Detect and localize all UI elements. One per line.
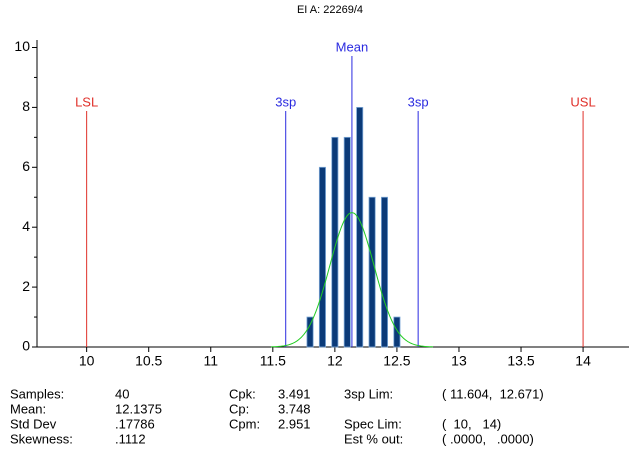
y-tick-label: 0 xyxy=(22,338,30,354)
stat-value: 2.951 xyxy=(278,416,311,431)
stat-value: 40 xyxy=(115,386,129,401)
stat-label: Cp: xyxy=(229,401,249,416)
stat-value: ( 11.604, 12.671) xyxy=(442,386,544,401)
y-tick-label: 6 xyxy=(22,158,30,174)
bar xyxy=(306,316,314,348)
x-tick-label: 10 xyxy=(79,353,95,369)
x-tick-label: 11.5 xyxy=(260,353,286,369)
stat-label: Mean: xyxy=(10,401,46,416)
bar xyxy=(381,196,389,348)
stat-value: .17786 xyxy=(115,416,155,431)
y-tick-label: 8 xyxy=(22,98,30,114)
x-tick-label: 13 xyxy=(451,353,467,369)
stat-value: 3.491 xyxy=(278,386,311,401)
chart-title: EI A: 22269/4 xyxy=(297,4,363,16)
stat-label: Cpk: xyxy=(229,386,256,401)
stat-value: 12.1375 xyxy=(115,401,162,416)
x-tick-label: 12 xyxy=(327,353,343,369)
x-tick-label: 12.5 xyxy=(383,353,410,369)
x-tick-label: 14 xyxy=(575,353,591,369)
stat-value: ( .0000, .0000) xyxy=(442,431,534,446)
bar xyxy=(356,106,364,348)
stat-value: ( 10, 14) xyxy=(442,416,501,431)
y-tick-label: 2 xyxy=(22,278,30,294)
stat-value: .1112 xyxy=(115,431,146,446)
normal-curve xyxy=(270,212,434,348)
reference-label: LSL xyxy=(75,94,98,109)
reference-label: Mean xyxy=(336,39,369,54)
bar xyxy=(318,166,326,348)
x-tick-label: 11 xyxy=(203,353,218,369)
reference-label: 3sp xyxy=(275,94,296,109)
stat-label: Cpm: xyxy=(229,416,260,431)
reference-label: 3sp xyxy=(408,94,429,109)
stat-label: Skewness: xyxy=(10,431,73,446)
stat-label: 3sp Lim: xyxy=(344,386,393,401)
x-tick-label: 10.5 xyxy=(135,353,162,369)
bar xyxy=(368,196,376,348)
bar xyxy=(343,136,351,348)
stat-label: Samples: xyxy=(10,386,64,401)
bar xyxy=(393,316,401,348)
bar xyxy=(331,136,339,348)
stat-label: Est % out: xyxy=(344,431,403,446)
y-tick-label: 10 xyxy=(14,38,30,54)
x-tick-label: 13.5 xyxy=(507,353,534,369)
y-tick-label: 4 xyxy=(22,218,30,234)
reference-label: USL xyxy=(570,94,595,109)
stat-label: Spec Lim: xyxy=(344,416,402,431)
stat-value: 3.748 xyxy=(278,401,311,416)
stat-label: Std Dev xyxy=(10,416,57,431)
